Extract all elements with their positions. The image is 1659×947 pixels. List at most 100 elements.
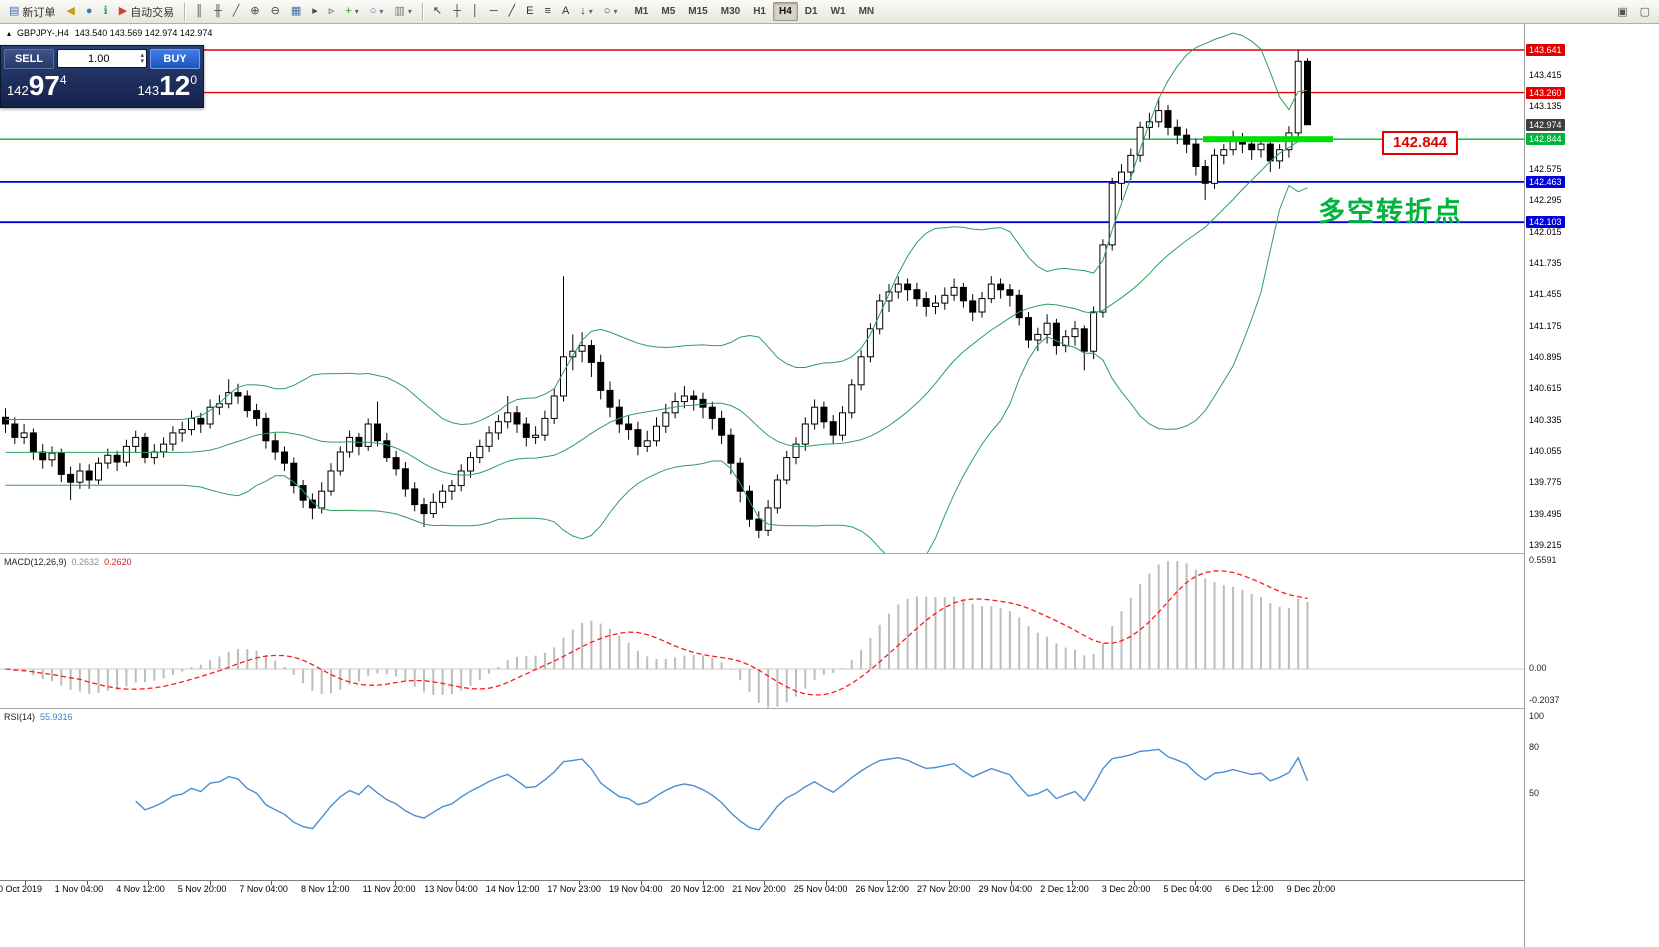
- arrows-icon-dropdown-icon[interactable]: ▾: [588, 7, 593, 16]
- time-label-21: 9 Dec 20:00: [1286, 884, 1336, 894]
- timeframe-h4[interactable]: H4: [772, 2, 798, 21]
- price-tick-142.015: 142.015: [1529, 226, 1562, 237]
- auto-scroll-icon[interactable]: ▸: [307, 2, 323, 22]
- macd-canvas[interactable]: [0, 554, 1524, 708]
- equidistant-channel-icon: E: [526, 5, 534, 17]
- zoom-out-icon[interactable]: ⊖: [266, 2, 285, 22]
- sell-button[interactable]: SELL: [4, 48, 54, 69]
- price-tick-143.415: 143.415: [1529, 69, 1562, 80]
- volume-value[interactable]: 1.00: [88, 52, 110, 65]
- time-tick-11: [702, 881, 704, 885]
- buy-price[interactable]: 143 12 0: [137, 71, 197, 101]
- buy-button[interactable]: BUY: [150, 48, 200, 69]
- shapes-icon-dropdown-icon[interactable]: ▾: [613, 7, 618, 16]
- chart-shift-icon[interactable]: ▹: [324, 2, 340, 22]
- timeframe-m5[interactable]: M5: [661, 6, 676, 17]
- sell-price-small: 142: [7, 83, 29, 98]
- info-icon[interactable]: ℹ: [99, 2, 113, 22]
- time-label-5: 8 Nov 12:00: [301, 884, 350, 894]
- arrows-icon: ↓: [580, 5, 586, 17]
- vertical-line-icon[interactable]: │: [467, 2, 484, 22]
- auto-trading-button-label: 自动交易: [130, 6, 175, 19]
- volume-up-icon[interactable]: ▴: [140, 51, 144, 59]
- periods-icon[interactable]: ○ ▾: [365, 2, 389, 22]
- periods-icon-dropdown-icon[interactable]: ▾: [379, 7, 384, 16]
- new-order-button-label: 新订单: [22, 6, 56, 19]
- timeframe-w1[interactable]: W1: [830, 6, 846, 17]
- time-tick-0: [25, 881, 26, 885]
- templates-icon[interactable]: ▥ ▾: [389, 2, 416, 22]
- new-order-button[interactable]: ▤ 新订单: [4, 2, 60, 22]
- tile-windows-icon[interactable]: ▦: [286, 2, 306, 22]
- candlestick-chart-icon[interactable]: ╫: [209, 2, 227, 22]
- zoom-in-icon[interactable]: ⊕: [245, 2, 264, 22]
- time-label-3: 5 Nov 20:00: [177, 884, 227, 894]
- price-badge-142.844: 142.844: [1526, 133, 1565, 146]
- price-tick-141.735: 141.735: [1529, 257, 1562, 268]
- rsi-scale-50: 50: [1529, 788, 1540, 798]
- time-label-1: 1 Nov 04:00: [54, 884, 104, 894]
- time-tick-4: [271, 881, 273, 885]
- volume-input[interactable]: 1.00 ▴ ▾: [57, 49, 147, 68]
- time-label-2: 4 Nov 12:00: [116, 884, 165, 894]
- arrows-icon[interactable]: ↓ ▾: [575, 2, 598, 22]
- timeframe-d1[interactable]: D1: [804, 6, 818, 17]
- auto-trading-button[interactable]: ▶ 自动交易: [114, 2, 179, 22]
- price-chart-panel: ▴ GBPJPY-,H4 143.540 143.569 142.974 142…: [0, 24, 1524, 553]
- rsi-canvas[interactable]: [0, 709, 1524, 880]
- bar-chart-icon[interactable]: ║: [190, 2, 208, 22]
- timeframe-m15[interactable]: M15: [688, 6, 708, 17]
- one-click-trading-panel: SELL 1.00 ▴ ▾ BUY 142 97 4 143 12 0: [0, 45, 204, 108]
- megaphone-icon: ◀: [66, 5, 75, 17]
- templates-icon: ▥: [394, 5, 405, 17]
- price-badge-143.641: 143.641: [1526, 44, 1565, 56]
- fibonacci-icon[interactable]: ≡: [540, 2, 556, 22]
- text-icon[interactable]: A: [557, 2, 574, 22]
- time-tick-13: [825, 881, 827, 885]
- megaphone-icon[interactable]: ◀: [61, 2, 79, 22]
- templates-icon-dropdown-icon[interactable]: ▾: [407, 7, 412, 16]
- cursor-icon[interactable]: ↖: [428, 2, 447, 22]
- time-tick-6: [394, 881, 396, 885]
- price-tick-140.895: 140.895: [1529, 351, 1562, 362]
- volume-spinner[interactable]: ▴ ▾: [140, 51, 144, 65]
- indicators-icon[interactable]: + ▾: [340, 2, 363, 22]
- sell-price[interactable]: 142 97 4: [7, 71, 67, 101]
- price-callout-142844[interactable]: 142.844: [1382, 131, 1459, 155]
- time-label-14: 26 Nov 12:00: [855, 884, 909, 894]
- tile-windows-icon: ▦: [290, 5, 302, 17]
- shapes-icon[interactable]: ○ ▾: [599, 2, 623, 22]
- timeframe-m1[interactable]: M1: [634, 6, 649, 17]
- time-axis[interactable]: 30 Oct 2019 1 Nov 04:00 4 Nov 12:00 5 Nov 2…: [0, 880, 1524, 895]
- time-label-13: 25 Nov 04:00: [793, 884, 848, 894]
- price-axis[interactable]: 143.415 143.135 142.575 142.295 142.015 141.7…: [1524, 24, 1659, 947]
- chart-workspace: ▴ GBPJPY-,H4 143.540 143.569 142.974 142…: [0, 24, 1659, 947]
- time-tick-12: [764, 881, 766, 885]
- window-list-icon[interactable]: ▣: [1617, 6, 1628, 18]
- bar-chart-icon: ║: [195, 5, 203, 17]
- timeframe-mn[interactable]: MN: [858, 6, 875, 17]
- community-icon[interactable]: ●: [81, 2, 98, 22]
- trendline-icon[interactable]: ╱: [504, 2, 521, 22]
- crosshair-icon[interactable]: ┼: [448, 2, 466, 22]
- price-chart-canvas[interactable]: [0, 24, 1524, 553]
- vertical-line-icon: │: [471, 5, 479, 17]
- turning-point-annotation[interactable]: 多空转折点: [1318, 197, 1463, 227]
- volume-down-icon[interactable]: ▾: [140, 57, 144, 65]
- help-cursor-icon[interactable]: ▢: [1639, 6, 1650, 18]
- time-label-6: 11 Nov 20:00: [362, 884, 416, 894]
- timeframe-h1[interactable]: H1: [753, 6, 766, 17]
- time-label-7: 13 Nov 04:00: [424, 884, 478, 894]
- horizontal-line-icon[interactable]: ─: [485, 2, 503, 22]
- text-icon: A: [561, 5, 570, 17]
- price-tick-139.495: 139.495: [1529, 508, 1562, 519]
- time-label-16: 29 Nov 04:00: [978, 884, 1033, 894]
- price-tick-140.615: 140.615: [1529, 383, 1562, 394]
- line-chart-icon[interactable]: ╱: [228, 2, 245, 22]
- indicators-icon-dropdown-icon[interactable]: ▾: [354, 7, 359, 16]
- price-tick-142.575: 142.575: [1529, 163, 1562, 174]
- shapes-icon: ○: [603, 5, 611, 17]
- timeframe-m30[interactable]: M30: [720, 6, 741, 17]
- equidistant-channel-icon[interactable]: E: [521, 2, 538, 22]
